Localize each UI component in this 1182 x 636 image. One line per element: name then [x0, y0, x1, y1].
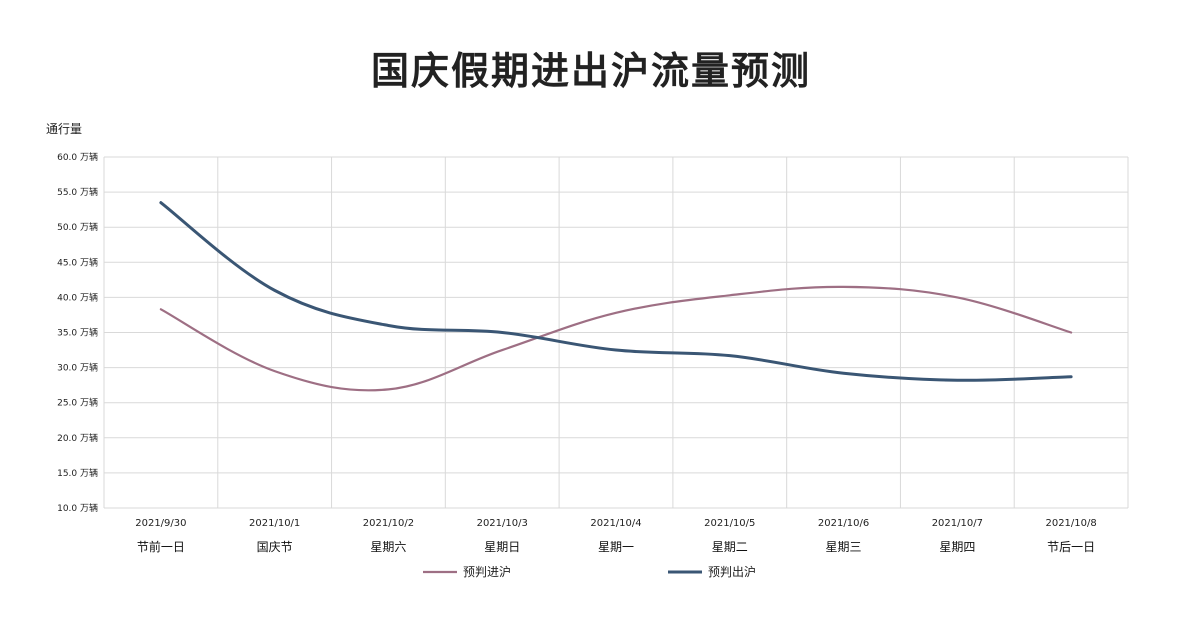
x-tick-label: 2021/10/4: [590, 518, 641, 529]
x-tick-label: 2021/10/6: [818, 518, 869, 529]
x-tick-label: 2021/10/8: [1045, 518, 1096, 529]
legend-label: 预判进沪: [463, 565, 511, 579]
x-tick-sublabel: 国庆节: [257, 540, 293, 554]
x-tick-label: 2021/10/1: [249, 518, 300, 529]
y-tick-label: 50.0 万辆: [57, 221, 98, 233]
legend-label: 预判出沪: [708, 565, 756, 579]
x-tick-sublabel: 星期四: [939, 540, 975, 554]
x-tick-label: 2021/10/2: [363, 518, 414, 529]
x-tick-sublabel: 节后一日: [1047, 540, 1095, 554]
x-tick-sublabel: 星期六: [370, 540, 406, 554]
series-line-1: [159, 285, 1073, 392]
x-tick-label: 2021/9/30: [135, 518, 186, 529]
x-tick-sublabel: 星期二: [712, 540, 748, 554]
y-tick-label: 60.0 万辆: [57, 151, 98, 163]
y-tick-label: 10.0 万辆: [57, 502, 98, 514]
x-tick-sublabel: 星期日: [484, 540, 520, 554]
x-tick-label: 2021/10/5: [704, 518, 755, 529]
y-axis-label: 通行量: [46, 122, 83, 136]
y-tick-label: 35.0 万辆: [57, 327, 98, 339]
y-tick-label: 45.0 万辆: [57, 256, 98, 268]
y-tick-label: 20.0 万辆: [57, 432, 98, 444]
y-tick-label: 15.0 万辆: [57, 467, 98, 479]
chart-title: 国庆假期进出沪流量预测: [370, 49, 811, 93]
x-tick-sublabel: 星期三: [826, 540, 862, 554]
y-tick-label: 25.0 万辆: [57, 397, 98, 409]
x-tick-sublabel: 星期一: [598, 540, 634, 554]
x-tick-label: 2021/10/7: [932, 518, 983, 529]
y-tick-label: 40.0 万辆: [57, 291, 98, 303]
y-tick-label: 55.0 万辆: [57, 186, 98, 198]
x-tick-sublabel: 节前一日: [137, 539, 185, 554]
series-line-2: [159, 201, 1073, 382]
y-tick-label: 30.0 万辆: [57, 362, 98, 374]
x-tick-label: 2021/10/3: [477, 518, 528, 529]
